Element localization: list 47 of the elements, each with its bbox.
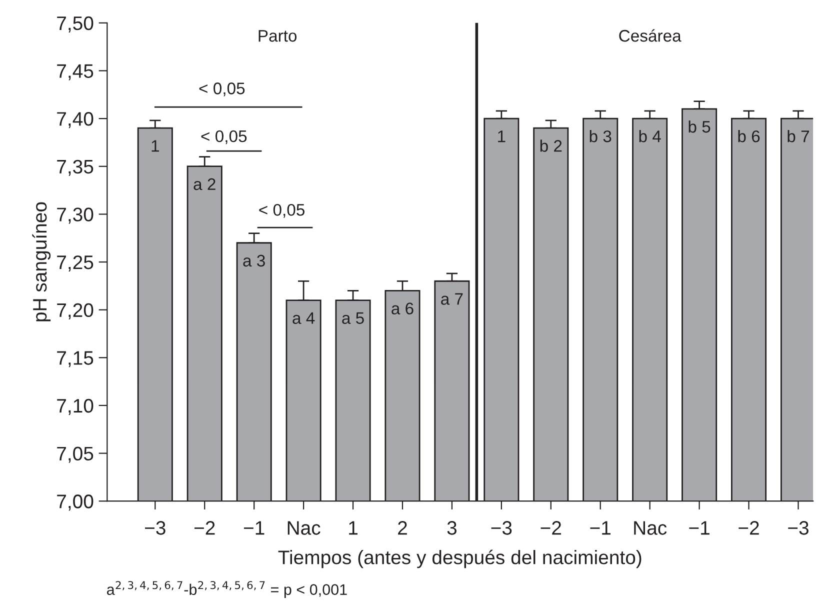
y-tick-label: 7,20 [57,303,94,320]
y-tick-label: 7,15 [57,351,94,368]
x-tick-label: −3 [145,521,166,535]
x-tick-label: −2 [738,521,759,535]
x-tick-label: −3 [788,521,808,535]
annotation: b 2 [540,140,562,152]
y-tick-label: 7,50 [57,16,94,32]
y-tick-label: 7,45 [57,64,94,80]
x-tick-label: −2 [194,521,215,535]
annotation: a 5 [342,312,364,324]
x-tick-label: Nac [288,521,320,535]
x-tick-label: 1 [349,521,358,535]
annotation: a 4 [292,312,315,324]
x-tick-label: −1 [244,521,264,535]
annotation: 1 [498,130,506,142]
annotation: b 6 [738,130,760,142]
annotation: < 0,05 [259,204,304,218]
annotation: b 5 [688,120,710,133]
y-tick-label: 7,40 [57,112,94,128]
y-axis-title: pH sanguíneo [32,202,51,322]
x-axis-title: Tiempos (antes y después del nacimiento) [278,550,642,568]
annotation: Parto [258,30,297,42]
x-tick-label: 2 [398,521,407,535]
annotation: < 0,05 [199,82,245,96]
annotation: 1 [152,140,159,152]
annotation: b 7 [788,130,809,142]
y-tick-label: 7,10 [57,398,94,415]
y-tick-label: 7,25 [57,255,94,272]
annotation: a 7 [441,293,463,305]
text: a$^{2,3,4,5,6,7}$-b$^{2,3,4,5,6,7}$ = p < 0,001 [106,581,347,598]
annotation: b 4 [639,130,661,142]
y-tick-label: 7,05 [57,446,94,463]
y-tick-label: 7,35 [57,160,94,176]
annotation: < 0,05 [201,130,247,144]
annotation: a 6 [392,302,414,314]
x-tick-label: −2 [540,521,562,535]
y-tick-label: 7,30 [57,208,94,224]
annotation: b 3 [590,130,612,142]
x-tick-label: −3 [491,521,512,535]
annotation: a 3 [243,254,265,267]
x-tick-label: Nac [634,521,667,535]
x-tick-label: 3 [447,521,457,535]
y-tick-label: 7,00 [57,494,94,511]
annotation: Cesárea [619,29,682,42]
annotation: a 2 [194,178,216,190]
x-tick-label: −1 [590,521,611,535]
x-tick-label: −1 [689,521,710,535]
